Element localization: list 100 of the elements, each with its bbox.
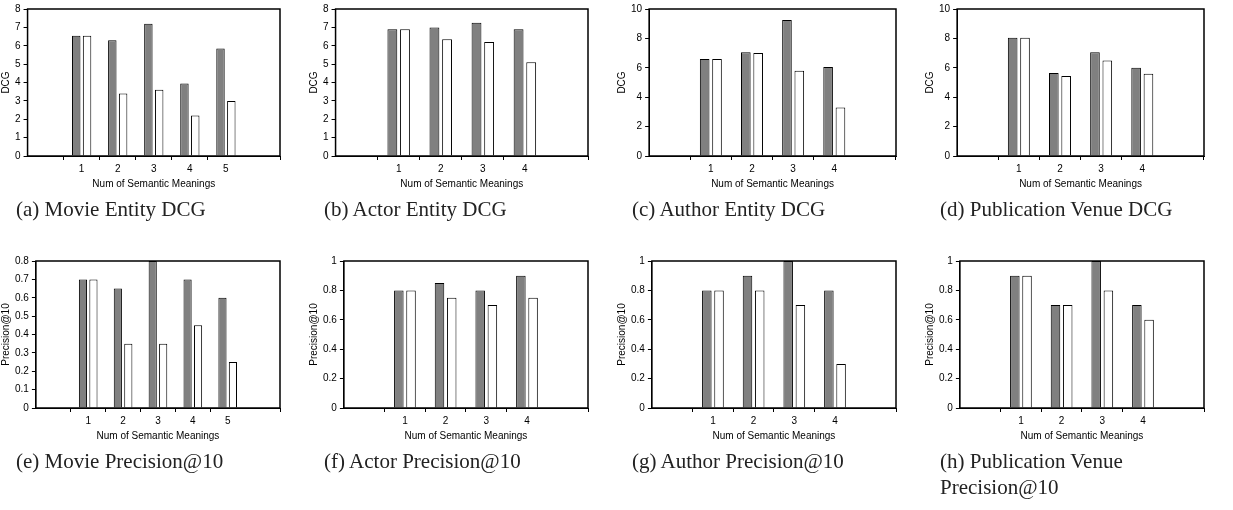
y-axis-title: Precision@10 (923, 302, 935, 366)
y-axis-title: Precision@10 (615, 302, 627, 366)
y-tick-label: 8 (636, 32, 643, 44)
y-tick-label: 0.8 (15, 254, 30, 266)
y-tick-label: 1 (15, 131, 21, 143)
x-tick-label: 2 (437, 162, 444, 174)
x-tick-label: 1 (402, 414, 409, 426)
text: (b) Actor Entity DCG (323, 196, 508, 222)
y-tick-label: 0 (323, 149, 329, 161)
y-tick-label: 0.4 (323, 342, 338, 354)
y-tick-label: 1 (331, 254, 338, 266)
y-axis-title: DCG (923, 71, 935, 94)
y-tick-label: 8 (323, 2, 329, 14)
y-tick-label: 0 (947, 401, 954, 413)
y-tick-label: 0.5 (15, 309, 30, 321)
x-axis-title: Num of Semantic Meanings (404, 429, 528, 441)
x-tick-label: 5 (224, 414, 231, 426)
x-tick-label: 4 (187, 162, 194, 174)
y-tick-label: 0.6 (15, 291, 30, 303)
y-tick-label: 6 (323, 39, 329, 51)
y-tick-label: 0.2 (631, 372, 646, 384)
text: (a) Movie Entity DCG (15, 196, 207, 222)
x-tick-label: 2 (749, 162, 756, 174)
y-tick-label: 8 (944, 32, 951, 44)
x-tick-label: 1 (1016, 162, 1023, 174)
y-tick-label: 0 (639, 401, 646, 413)
y-tick-label: 1 (947, 254, 954, 266)
x-tick-label: 5 (223, 162, 230, 174)
y-tick-label: 3 (15, 94, 21, 106)
x-tick-label: 4 (1140, 414, 1147, 426)
x-axis-title: Num of Semantic Meanings (712, 429, 836, 441)
y-tick-label: 4 (944, 90, 951, 102)
x-tick-label: 3 (155, 414, 162, 426)
y-tick-label: 0.4 (939, 342, 954, 354)
y-tick-label: 0.8 (939, 284, 954, 296)
x-tick-label: 3 (151, 162, 157, 174)
y-tick-label: 6 (944, 61, 951, 73)
y-tick-label: 8 (15, 2, 21, 14)
y-tick-label: 7 (323, 21, 329, 33)
x-tick-label: 4 (831, 162, 838, 174)
y-axis-title: Precision@10 (307, 302, 319, 366)
x-tick-label: 2 (114, 162, 121, 174)
y-tick-label: 4 (636, 90, 643, 102)
y-tick-label: 0.2 (323, 372, 338, 384)
y-tick-label: 6 (15, 39, 21, 51)
x-tick-label: 3 (790, 162, 797, 174)
x-tick-label: 1 (395, 162, 402, 174)
x-axis-title: Num of Semantic Meanings (1020, 429, 1144, 441)
x-tick-label: 1 (1018, 414, 1025, 426)
y-tick-label: 4 (15, 76, 21, 88)
x-tick-label: 4 (190, 414, 197, 426)
text: (c) Author Entity DCG (631, 196, 827, 222)
y-tick-label: 2 (636, 120, 643, 132)
text: (f) Actor Precision@10 (323, 448, 522, 474)
x-tick-label: 3 (1098, 162, 1105, 174)
x-tick-label: 4 (522, 162, 529, 174)
x-tick-label: 2 (1057, 162, 1064, 174)
x-tick-label: 1 (710, 414, 717, 426)
y-tick-label: 0.6 (939, 313, 954, 325)
text: (g) Author Precision@10 (631, 448, 845, 474)
x-tick-label: 4 (1139, 162, 1146, 174)
x-axis-title: Num of Semantic Meanings (711, 177, 834, 189)
x-axis-title: Num of Semantic Meanings (96, 429, 220, 441)
x-axis-title: Num of Semantic Meanings (400, 177, 524, 189)
x-tick-label: 1 (78, 162, 85, 174)
y-axis-title: DCG (615, 71, 627, 94)
x-tick-label: 3 (791, 414, 798, 426)
y-tick-label: 0.1 (15, 383, 30, 395)
y-axis-title: Precision@10 (0, 302, 11, 366)
text: (d) Publication Venue DCG (939, 196, 1174, 222)
y-tick-label: 5 (323, 57, 329, 69)
y-axis-title: DCG (0, 71, 11, 94)
x-tick-label: 2 (750, 414, 757, 426)
x-tick-label: 3 (483, 414, 490, 426)
x-tick-label: 2 (442, 414, 449, 426)
y-tick-label: 1 (639, 254, 646, 266)
y-tick-label: 0.8 (631, 284, 646, 296)
y-tick-label: 0 (944, 149, 951, 161)
x-axis-title: Num of Semantic Meanings (1019, 177, 1142, 189)
y-tick-label: 2 (944, 120, 951, 132)
y-tick-label: 0.7 (15, 273, 30, 285)
y-tick-label: 0 (331, 401, 338, 413)
y-tick-label: 4 (323, 76, 329, 88)
y-tick-label: 0 (636, 149, 643, 161)
y-tick-label: 7 (15, 21, 21, 33)
y-tick-label: 0.8 (323, 284, 338, 296)
y-tick-label: 0 (23, 401, 30, 413)
y-tick-label: 0.2 (15, 365, 30, 376)
y-tick-label: 5 (15, 57, 21, 69)
y-tick-label: 0.3 (15, 346, 30, 358)
x-axis-title: Num of Semantic Meanings (92, 177, 216, 189)
y-tick-label: 3 (323, 94, 329, 106)
text: (h) Publication Venue Precision@10 (939, 448, 1124, 500)
x-tick-label: 1 (708, 162, 715, 174)
x-tick-label: 3 (480, 162, 487, 174)
y-tick-label: 10 (939, 2, 951, 14)
y-axis-title: DCG (307, 71, 319, 94)
y-tick-label: 0.2 (939, 372, 954, 384)
y-tick-label: 1 (323, 131, 329, 143)
y-tick-label: 6 (636, 61, 643, 73)
